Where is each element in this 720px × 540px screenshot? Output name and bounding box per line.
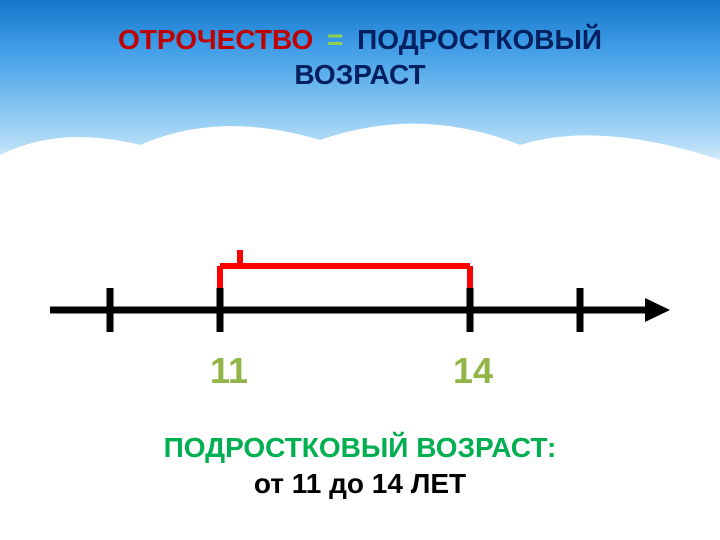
title-right-top: ПОДРОСТКОВЫЙ (357, 24, 602, 55)
title-left: ОТРОЧЕСТВО (118, 24, 313, 55)
title-equals: = (327, 24, 343, 55)
range-bracket (220, 250, 470, 302)
arrow-head (645, 298, 670, 322)
label-11: 11 (210, 350, 248, 392)
cloud-shape (0, 100, 720, 190)
label-14: 14 (453, 350, 493, 392)
title: ОТРОЧЕСТВО = ПОДРОСТКОВЫЙ ВОЗРАСТ (0, 22, 720, 92)
caption: ПОДРОСТКОВЫЙ ВОЗРАСТ: от 11 до 14 ЛЕТ (0, 430, 720, 503)
caption-line1: ПОДРОСТКОВЫЙ ВОЗРАСТ: (164, 432, 557, 463)
caption-line2: от 11 до 14 ЛЕТ (254, 468, 466, 499)
title-right-bottom: ВОЗРАСТ (0, 57, 720, 92)
axis-labels: 11 14 (0, 350, 720, 400)
